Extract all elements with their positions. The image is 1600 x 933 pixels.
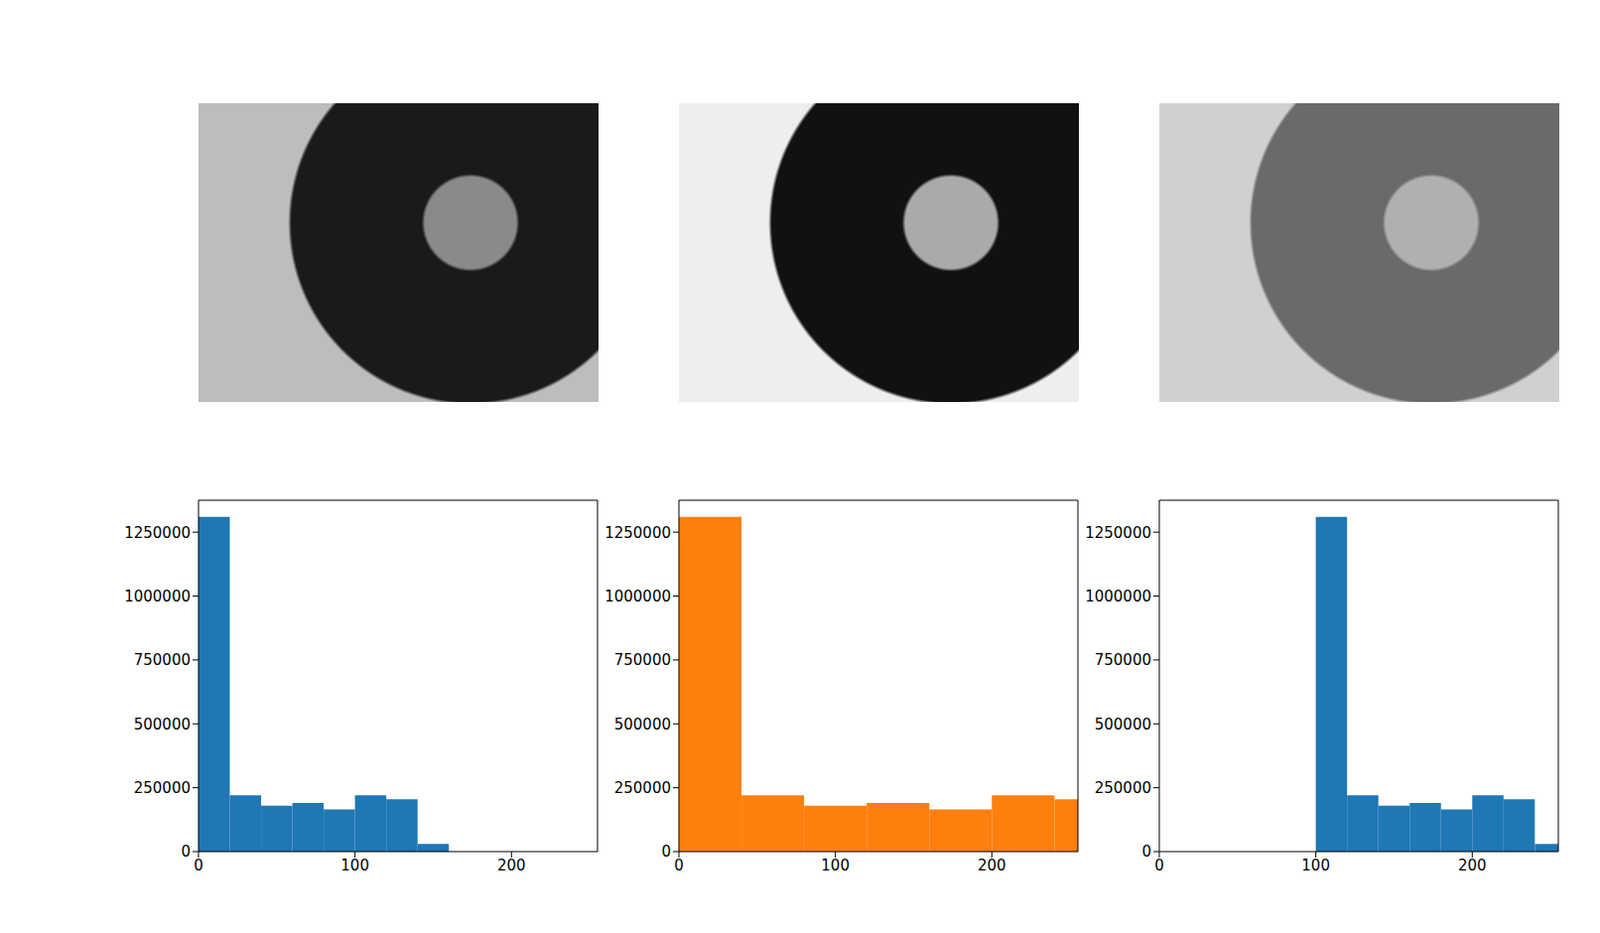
- svg-text:1000000: 1000000: [124, 587, 191, 606]
- svg-text:750000: 750000: [614, 651, 671, 669]
- svg-text:0: 0: [661, 842, 671, 861]
- svg-text:750000: 750000: [1094, 651, 1152, 669]
- svg-text:200: 200: [1458, 856, 1487, 875]
- svg-text:1250000: 1250000: [604, 524, 671, 542]
- svg-text:0: 0: [1154, 856, 1165, 875]
- svg-text:250000: 250000: [614, 779, 671, 798]
- svg-text:1250000: 1250000: [1084, 524, 1152, 542]
- svg-text:0: 0: [1141, 842, 1152, 861]
- svg-text:0: 0: [673, 856, 684, 875]
- svg-text:500000: 500000: [133, 715, 191, 734]
- svg-text:0: 0: [180, 842, 191, 861]
- svg-text:500000: 500000: [1094, 715, 1152, 734]
- svg-text:1000000: 1000000: [1084, 587, 1152, 606]
- svg-text:500000: 500000: [614, 715, 671, 734]
- svg-text:200: 200: [497, 856, 527, 875]
- svg-text:1250000: 1250000: [124, 524, 191, 542]
- svg-text:1000000: 1000000: [604, 587, 671, 606]
- svg-text:200: 200: [977, 856, 1007, 875]
- svg-text:250000: 250000: [1094, 779, 1152, 798]
- svg-text:250000: 250000: [133, 779, 191, 798]
- svg-text:100: 100: [820, 856, 850, 875]
- svg-text:100: 100: [1301, 856, 1331, 875]
- svg-text:0: 0: [193, 856, 204, 875]
- svg-text:750000: 750000: [133, 651, 191, 669]
- svg-text:100: 100: [340, 856, 370, 875]
